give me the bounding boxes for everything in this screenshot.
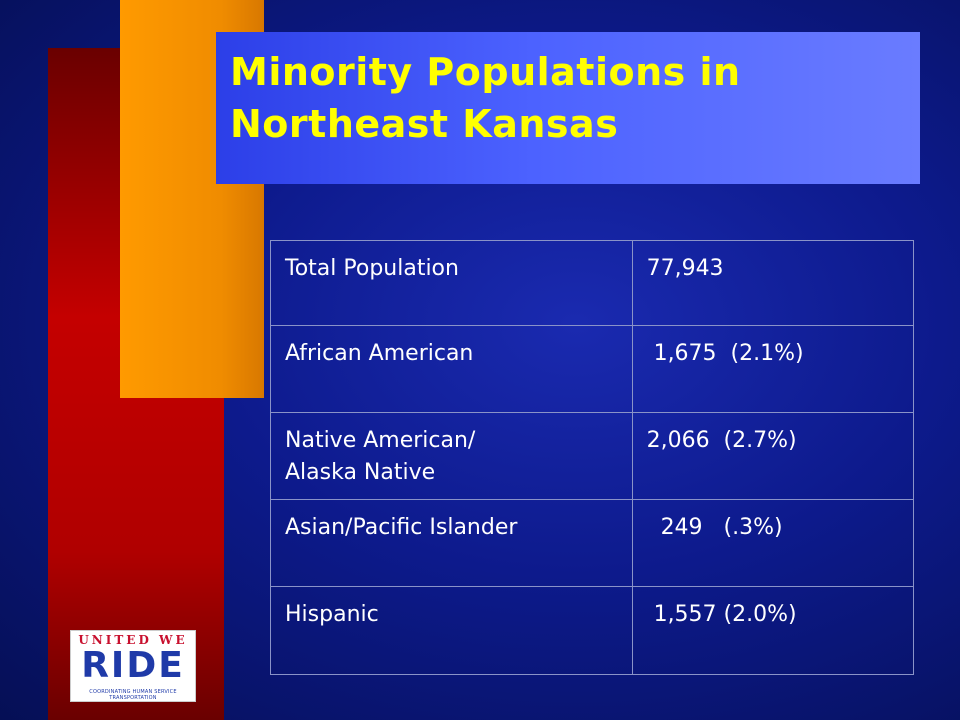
row-value: 249 (.3%)	[631, 499, 915, 587]
row-label: Native American/ Alaska Native	[270, 412, 633, 500]
row-value: 2,066 (2.7%)	[631, 412, 915, 500]
slide-title: Minority Populations in Northeast Kansas	[230, 46, 741, 150]
slide-title-line-2: Northeast Kansas	[230, 102, 619, 146]
row-label: Asian/Pacific Islander	[270, 499, 633, 587]
title-band: Minority Populations in Northeast Kansas	[216, 32, 920, 184]
logo-main-text: RIDE	[75, 647, 191, 685]
united-we-ride-logo: UNITED WE RIDE COORDINATING HUMAN SERVIC…	[70, 630, 196, 702]
row-label-line-2: Alaska Native	[285, 460, 436, 485]
row-label: African American	[270, 325, 633, 413]
row-label: Total Population	[270, 240, 633, 326]
table-row: Hispanic 1,557 (2.0%)	[270, 586, 915, 675]
row-value: 77,943	[631, 240, 915, 326]
table-row: Total Population 77,943	[270, 240, 915, 326]
logo-top-text: UNITED WE	[78, 633, 188, 647]
table-row: Native American/ Alaska Native 2,066 (2.…	[270, 412, 915, 500]
table-row: African American 1,675 (2.1%)	[270, 325, 915, 413]
row-label: Hispanic	[270, 586, 633, 675]
row-label-line-1: Native American/	[285, 428, 476, 453]
logo-sub-text: COORDINATING HUMAN SERVICE TRANSPORTATIO…	[89, 689, 177, 701]
population-table: Total Population 77,943 African American…	[270, 240, 915, 675]
row-value: 1,557 (2.0%)	[631, 586, 915, 675]
table-row: Asian/Pacific Islander 249 (.3%)	[270, 499, 915, 587]
slide-title-line-1: Minority Populations in	[230, 50, 741, 94]
row-value: 1,675 (2.1%)	[631, 325, 915, 413]
